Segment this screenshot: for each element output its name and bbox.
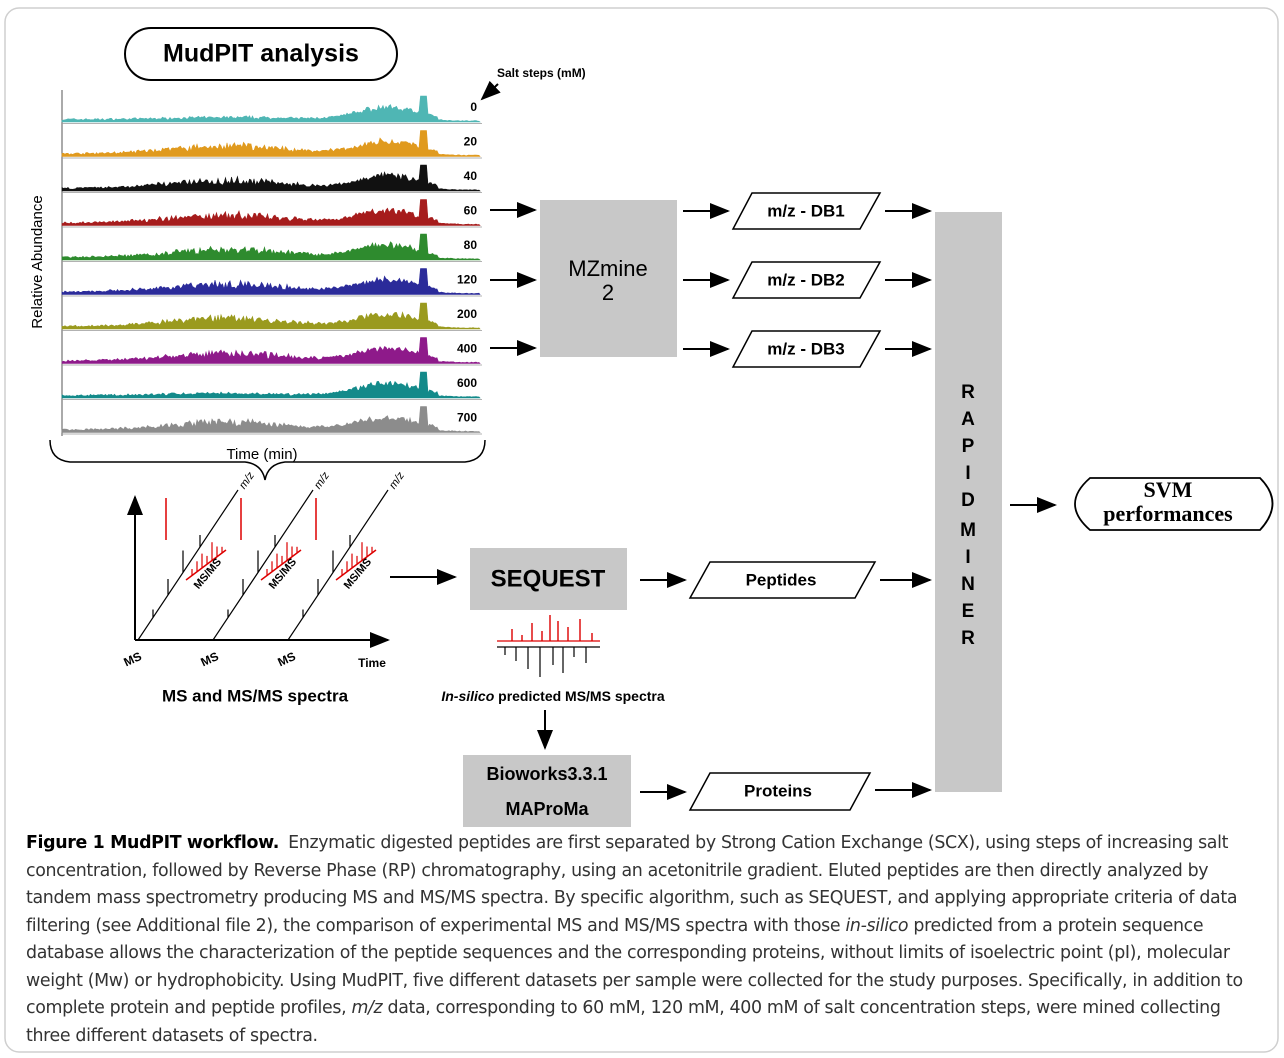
chromatogram xyxy=(61,130,481,157)
mzmine-label: 2 xyxy=(602,280,614,305)
salt-step-label: 120 xyxy=(457,273,477,287)
sequest-box xyxy=(470,548,627,610)
database-shape xyxy=(731,330,882,368)
chromatogram xyxy=(61,337,481,364)
caption-text: predicted from a protein sequence databa… xyxy=(26,915,1243,1019)
figure-border xyxy=(4,7,1279,1053)
database-label: m/z - DB3 xyxy=(767,339,844,358)
caption-text: Enzymatic digested peptides are first se… xyxy=(26,833,1238,936)
spectra-caption: MS and MS/MS spectra xyxy=(162,686,349,705)
caption: Figure 1 MudPIT workflow. Enzymatic dige… xyxy=(26,830,1261,1050)
sequest-label: SEQUEST xyxy=(491,565,606,592)
chromatograms: 0 20 40 60 80 120 200 400 600 700 xyxy=(61,90,482,436)
proteins-shape xyxy=(688,772,872,811)
salt-step-label: 200 xyxy=(457,307,477,321)
salt-arrow xyxy=(480,80,501,101)
rapid-miner-label: MINER xyxy=(958,520,979,655)
chromatogram xyxy=(61,164,481,192)
caption-text: data, corresponding to 60 mM, 120 mM, 40… xyxy=(26,998,1221,1046)
predicted-spectrum xyxy=(497,615,600,677)
mz-label: m/z xyxy=(387,470,407,492)
mz-axis xyxy=(212,489,314,641)
salt-step-label: 700 xyxy=(457,411,477,425)
salt-step-label: 600 xyxy=(457,376,477,390)
database-label: m/z - DB2 xyxy=(767,270,844,289)
msms-axis xyxy=(260,549,302,581)
caption-text: in-silico xyxy=(845,915,909,936)
bioworks-label: Bioworks3.3.1 xyxy=(486,764,607,784)
y-axis-label: Relative Abundance xyxy=(29,195,46,328)
bioworks-box xyxy=(463,755,631,827)
salt-step-label: 80 xyxy=(464,238,478,252)
mz-label: m/z xyxy=(237,470,257,492)
mzmine-label: MZmine xyxy=(568,256,647,281)
msms-axis xyxy=(335,549,377,581)
proteins-label: Proteins xyxy=(744,781,812,800)
ms-label: MS xyxy=(199,649,221,669)
svm-label: performances xyxy=(1103,501,1233,526)
insilico-rest: predicted MS/MS spectra xyxy=(494,688,665,704)
salt-step-label: 400 xyxy=(457,342,477,356)
ms-label: MS xyxy=(122,649,144,669)
peptides-shape xyxy=(688,561,877,599)
salt-step-label: 20 xyxy=(464,135,478,149)
rapid-miner-box xyxy=(935,212,1002,792)
insilico-italic: In-silico xyxy=(441,688,494,704)
caption-text: m/z xyxy=(351,998,383,1018)
chromatogram xyxy=(61,302,481,330)
svm-label: SVM xyxy=(1144,477,1193,502)
salt-step-label: 60 xyxy=(464,204,478,218)
mz-label: m/z xyxy=(312,470,332,492)
caption-label: Figure 1 MudPIT workflow. xyxy=(26,833,279,853)
rapid-miner-label: RAPID xyxy=(958,382,979,517)
time-label: Time xyxy=(358,656,386,670)
database-label: m/z - DB1 xyxy=(767,201,844,220)
chromatogram xyxy=(61,406,481,433)
msms-axis xyxy=(185,549,227,581)
chromatogram xyxy=(61,371,481,399)
peptides-label: Peptides xyxy=(746,570,817,589)
insilico-caption: In-silico predicted MS/MS spectra xyxy=(441,688,664,704)
database-shape xyxy=(731,192,882,230)
mz-axis xyxy=(287,489,389,641)
chromatogram xyxy=(61,95,481,123)
x-axis-label: Time (min) xyxy=(226,446,297,463)
mzmine-box xyxy=(540,200,677,357)
salt-steps-label: Salt steps (mM) xyxy=(497,66,586,80)
database-shape xyxy=(731,261,882,299)
mz-axis xyxy=(137,489,239,641)
databases: m/z - DB1 m/z - DB2 m/z - DB3 xyxy=(683,192,932,368)
title-oval xyxy=(124,27,398,81)
salt-step-label: 0 xyxy=(470,100,477,114)
bioworks-label: MAProMa xyxy=(505,799,589,819)
ms-label: MS xyxy=(276,649,298,669)
salt-step-label: 40 xyxy=(464,169,478,183)
brace xyxy=(49,439,486,481)
title: MudPIT analysis xyxy=(163,40,359,68)
svm-oval xyxy=(1074,477,1274,531)
chromatogram xyxy=(61,233,481,261)
chromatogram xyxy=(61,268,481,295)
chromatogram xyxy=(61,199,481,226)
